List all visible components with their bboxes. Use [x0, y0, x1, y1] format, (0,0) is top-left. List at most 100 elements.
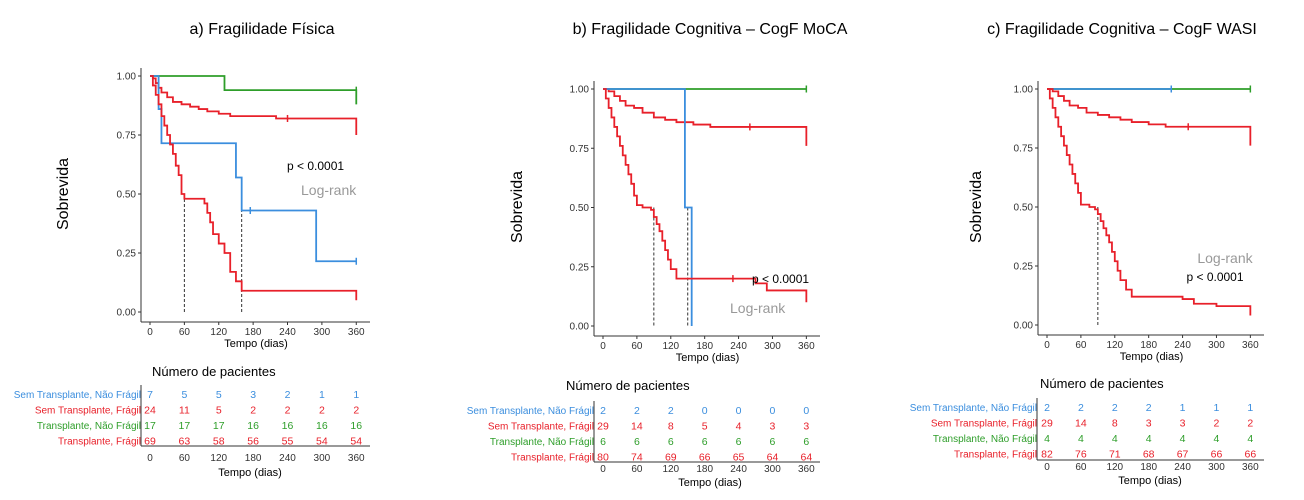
risk-cell: 4	[1214, 433, 1220, 445]
x-tick-label: 120	[1106, 340, 1123, 351]
risk-cell: 5	[702, 421, 708, 433]
risk-cell: 2	[600, 405, 606, 417]
risk-row-label: Sem Transplante, Frágil	[488, 422, 594, 433]
x-tick-label: 240	[730, 341, 747, 352]
risk-cell: 6	[600, 436, 606, 448]
risk-table-x-tick: 300	[764, 464, 781, 475]
risk-cell: 16	[316, 420, 328, 432]
risk-cell: 74	[631, 452, 643, 464]
risk-cell: 63	[179, 436, 191, 448]
risk-cell: 1	[1180, 402, 1186, 414]
risk-row-label: Transplante, Frágil	[954, 450, 1037, 461]
risk-cell: 24	[144, 405, 156, 417]
risk-table-x-tick: 120	[1106, 462, 1123, 473]
risk-cell: 69	[665, 452, 677, 464]
risk-cell: 0	[702, 405, 708, 417]
risk-cell: 29	[597, 421, 609, 433]
risk-table-x-tick: 60	[631, 464, 643, 475]
risk-cell: 69	[144, 436, 156, 448]
risk-cell: 2	[1044, 402, 1050, 414]
y-tick-label: 0.25	[570, 262, 590, 273]
risk-cell: 82	[1041, 449, 1053, 461]
risk-cell: 2	[353, 405, 359, 417]
risk-cell: 4	[1247, 433, 1253, 445]
risk-cell: 2	[1214, 418, 1220, 430]
risk-row-label: Transplante, Frágil	[511, 453, 594, 464]
risk-cell: 6	[770, 436, 776, 448]
risk-row-label: Sem Transplante, Não Frágil	[910, 403, 1037, 414]
x-tick-label: 300	[314, 327, 331, 338]
risk-cell: 7	[147, 389, 153, 401]
risk-cell: 2	[250, 405, 256, 417]
p-value-label: p < 0.0001	[287, 159, 344, 173]
risk-table-x-tick: 240	[730, 464, 747, 475]
risk-cell: 16	[282, 420, 294, 432]
risk-row-label: Sem Transplante, Frágil	[931, 419, 1037, 430]
risk-cell: 3	[770, 421, 776, 433]
risk-cell: 80	[597, 452, 609, 464]
risk-cell: 4	[1146, 433, 1152, 445]
x-tick-label: 300	[1208, 340, 1225, 351]
y-tick-label: 0.50	[570, 203, 590, 214]
risk-cell: 58	[213, 436, 225, 448]
x-tick-label: 180	[245, 327, 262, 338]
y-tick-label: 0.75	[1014, 144, 1034, 155]
risk-row-label: Transplante, Não Frágil	[37, 421, 141, 432]
risk-table-x-tick: 300	[314, 453, 331, 464]
y-tick-label: 0.75	[117, 131, 137, 142]
risk-table-x-tick: 240	[279, 453, 296, 464]
y-tick-label: 0.00	[570, 322, 590, 333]
risk-cell: 29	[1041, 418, 1053, 430]
risk-cell: 11	[179, 405, 190, 417]
y-tick-label: 0.00	[1014, 321, 1034, 332]
x-axis-label: Tempo (dias)	[676, 352, 740, 364]
risk-cell: 65	[733, 452, 745, 464]
risk-cell: 4	[736, 421, 742, 433]
risk-table-x-label: Tempo (dias)	[1118, 475, 1182, 487]
risk-cell: 5	[216, 389, 222, 401]
logrank-label: Log-rank	[301, 182, 357, 198]
y-tick-label: 0.50	[1014, 203, 1034, 214]
risk-cell: 14	[631, 421, 643, 433]
survival-curve-blue	[603, 88, 693, 326]
km-panel-b: b) Fragilidade Cognitiva – CogF MoCA 0.00…	[467, 21, 848, 489]
risk-table-x-tick: 60	[1075, 462, 1087, 473]
risk-cell: 6	[736, 436, 742, 448]
risk-row-label: Transplante, Não Frágil	[933, 434, 1037, 445]
risk-cell: 2	[668, 405, 674, 417]
risk-cell: 6	[634, 436, 640, 448]
risk-cell: 17	[213, 420, 225, 432]
risk-cell: 14	[1075, 418, 1087, 430]
chart-title: c) Fragilidade Cognitiva – CogF WASI	[987, 21, 1257, 38]
km-panel-c: c) Fragilidade Cognitiva – CogF WASI 0.00…	[910, 21, 1264, 487]
risk-cell: 76	[1075, 449, 1087, 461]
risk-cell: 66	[1211, 449, 1223, 461]
risk-cell: 71	[1109, 449, 1121, 461]
y-tick-label: 1.00	[1014, 85, 1034, 96]
risk-cell: 0	[736, 405, 742, 417]
risk-cell: 55	[282, 436, 294, 448]
x-tick-label: 0	[147, 327, 153, 338]
risk-cell: 64	[767, 452, 779, 464]
x-axis-label: Tempo (dias)	[1120, 351, 1184, 363]
risk-row-label: Sem Transplante, Frágil	[35, 406, 141, 417]
x-tick-label: 300	[764, 341, 781, 352]
risk-table-x-tick: 240	[1174, 462, 1191, 473]
y-axis-label: Sobrevida	[55, 158, 72, 230]
risk-table-title: Número de pacientes	[152, 364, 276, 379]
x-tick-label: 0	[600, 341, 606, 352]
risk-cell: 66	[1245, 449, 1257, 461]
risk-cell: 6	[702, 436, 708, 448]
x-tick-label: 0	[1044, 340, 1050, 351]
y-tick-label: 0.50	[117, 190, 137, 201]
risk-cell: 56	[247, 436, 259, 448]
risk-cell: 66	[699, 452, 711, 464]
x-tick-label: 120	[210, 327, 227, 338]
x-tick-label: 60	[179, 327, 191, 338]
risk-cell: 4	[1112, 433, 1118, 445]
risk-cell: 4	[1180, 433, 1186, 445]
risk-cell: 17	[144, 420, 156, 432]
risk-cell: 8	[1112, 418, 1118, 430]
risk-cell: 1	[353, 389, 359, 401]
x-axis-label: Tempo (dias)	[224, 338, 288, 350]
